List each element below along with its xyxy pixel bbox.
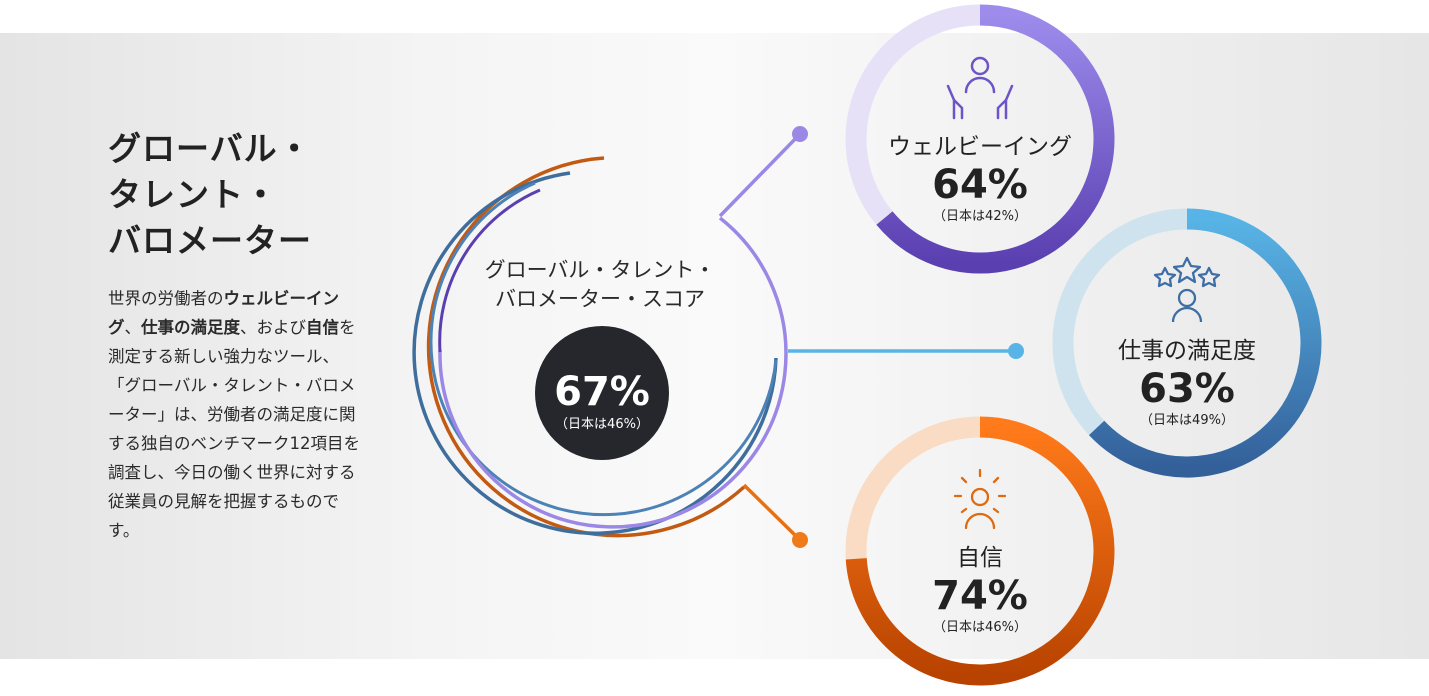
connector-confidence (742, 483, 802, 542)
description-segment: 、 (124, 318, 142, 337)
connector-wellbeing-dot (792, 126, 808, 142)
hands-person-icon (946, 56, 1014, 120)
satisfaction-name: 仕事の満足度 (1118, 338, 1256, 364)
stars-person-icon (1153, 256, 1221, 323)
overall-score-value: 67% (554, 369, 650, 415)
description-segment: ウェルビーイング (108, 289, 339, 337)
overall-arc-blue-2 (429, 181, 778, 517)
description-segment: 自信 (306, 318, 339, 337)
satisfaction-label: 仕事の満足度 63% （日本は49%） (1077, 336, 1297, 430)
description-segment: 世界の労働者の (108, 289, 224, 308)
confidence-ring-value-arc (845, 416, 1115, 686)
overall-score-badge: 67% （日本は46%） (535, 326, 669, 460)
connector-satisfaction-dot (1008, 343, 1024, 359)
overall-arc-blue (412, 171, 778, 535)
confidence-name: 自信 (957, 545, 1003, 571)
confidence-value: 74% (932, 573, 1028, 619)
wellbeing-japan-value: （日本は42%） (933, 209, 1027, 224)
satisfaction-value: 63% (1139, 366, 1235, 412)
confidence-japan-value: （日本は46%） (933, 620, 1027, 635)
overall-arc-purple (438, 216, 788, 529)
connector-confidence-dot (792, 532, 808, 548)
satisfaction-japan-value: （日本は49%） (1140, 413, 1234, 428)
wellbeing-label: ウェルビーイング 64% （日本は42%） (870, 132, 1090, 226)
wellbeing-value: 64% (932, 162, 1028, 208)
description-segment: 仕事の満足度 (141, 318, 240, 337)
description: 世界の労働者のウェルビーイング、仕事の満足度、および自信を測定する新しい強力なツ… (108, 284, 360, 545)
wellbeing-name: ウェルビーイング (888, 134, 1072, 160)
description-segment: を測定する新しい強力なツール、「グローバル・タレント・バロメーター」は、労働者の… (108, 318, 360, 540)
overall-arc-purple-inner (438, 188, 541, 353)
description-segment: 、および (240, 318, 306, 337)
connector-wellbeing (718, 132, 802, 218)
confidence-label: 自信 74% （日本は46%） (870, 543, 1090, 637)
overall-score-japan-value: （日本は46%） (555, 417, 649, 432)
wellbeing-ring-value-arc (876, 4, 1115, 274)
page-title: グローバル・ タレント・ バロメーター (108, 129, 312, 260)
overall-score-label: グローバル・タレント・ バロメーター・スコア (484, 258, 716, 311)
satisfaction-ring-value-arc (1088, 208, 1322, 478)
background-band (0, 33, 1429, 659)
radiant-person-icon (953, 468, 1007, 530)
